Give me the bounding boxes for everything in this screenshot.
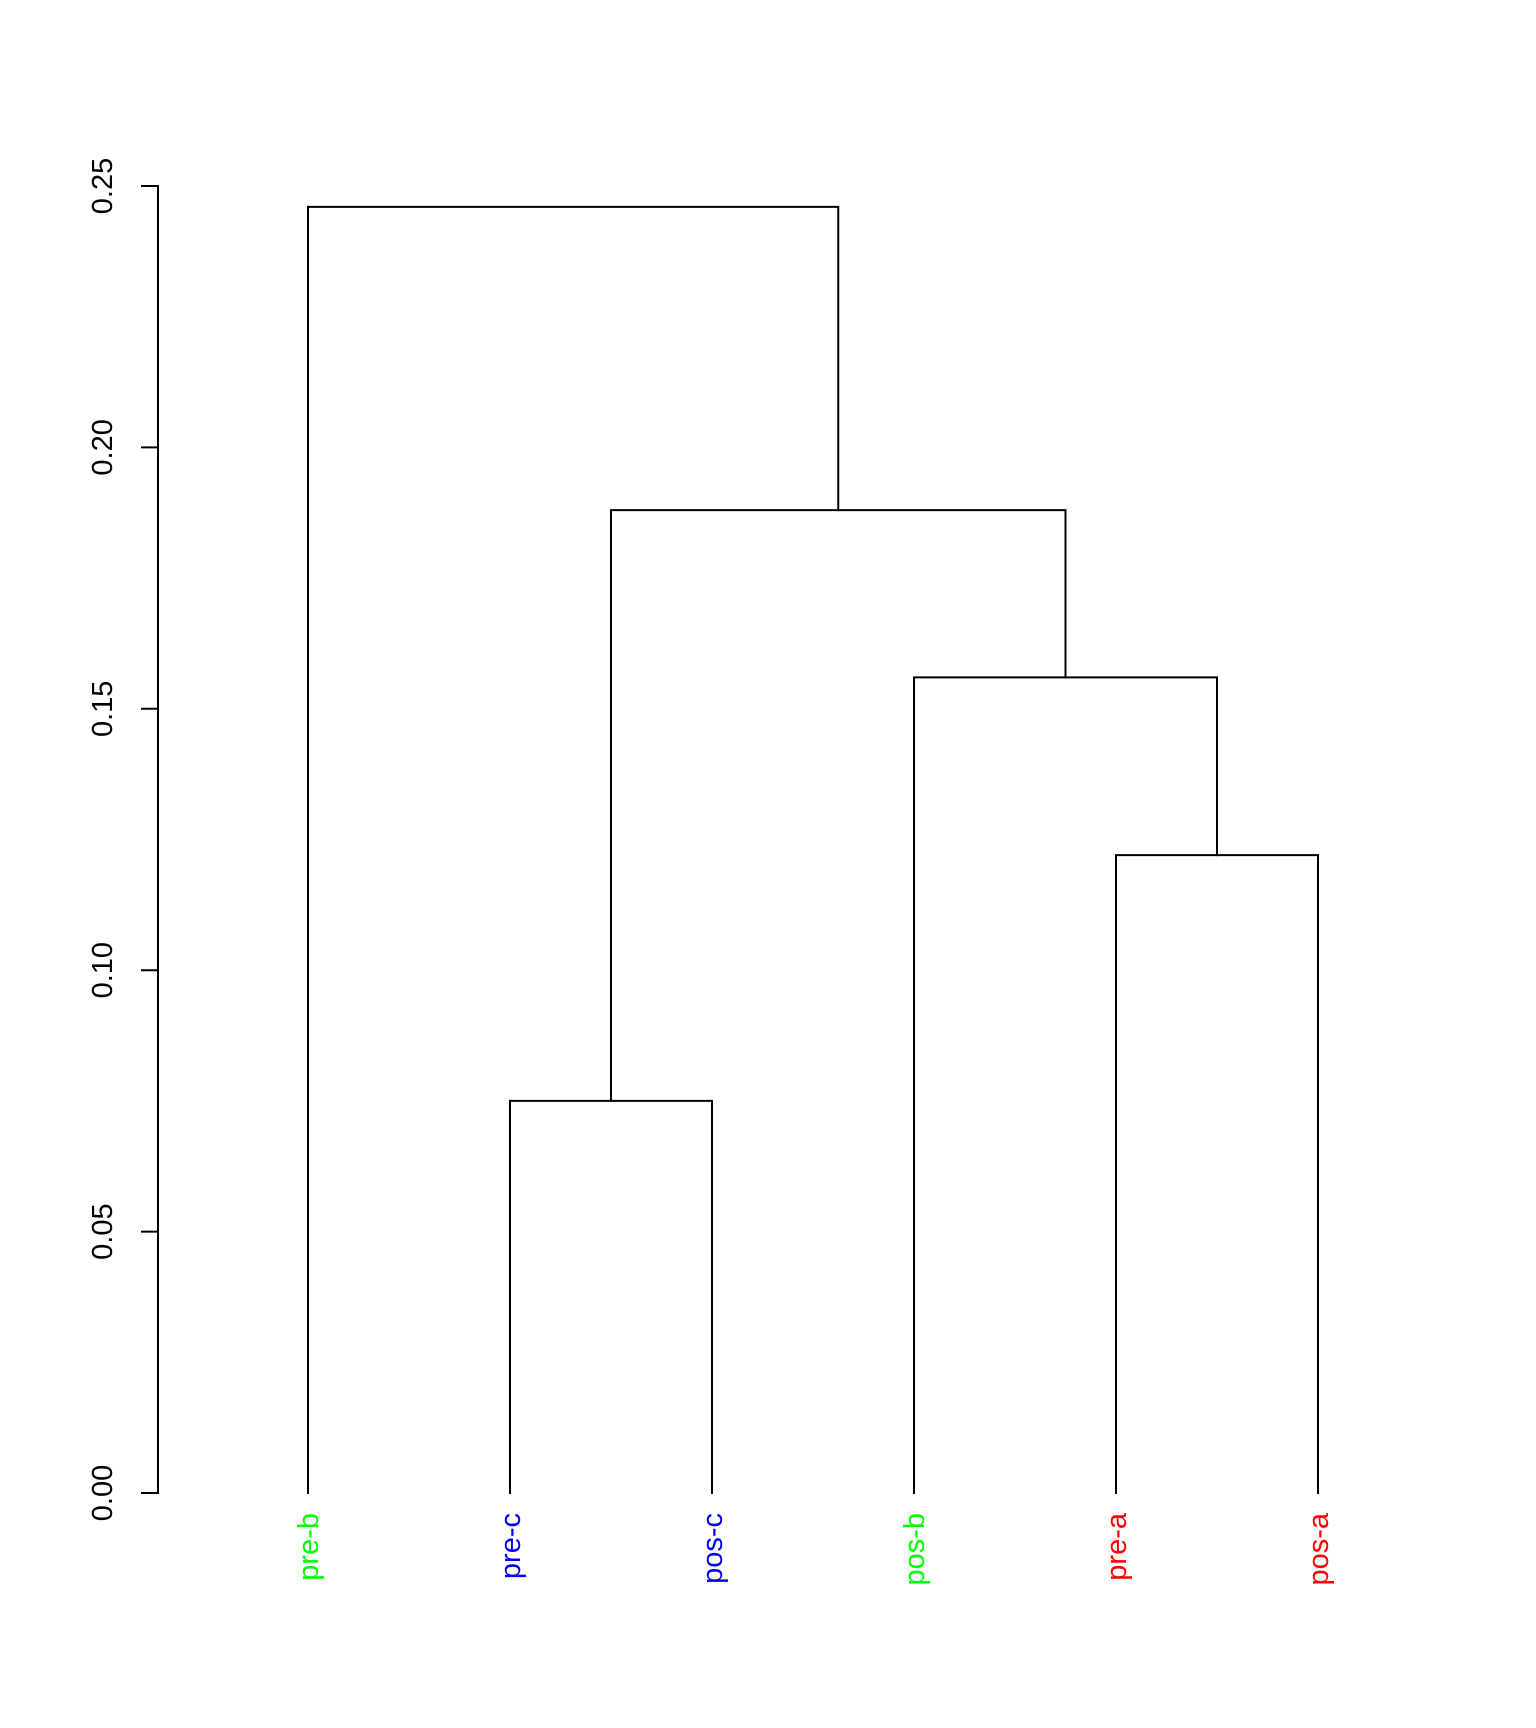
y-axis: 0.00 0.05 0.10 0.15 0.20 0.25 bbox=[87, 158, 159, 1521]
y-tick-label: 0.25 bbox=[87, 158, 119, 214]
leaf-label-pre-c: pre-c bbox=[495, 1513, 527, 1579]
leaf-label-pos-c: pos-c bbox=[697, 1513, 729, 1584]
y-tick-label: 0.10 bbox=[87, 942, 119, 998]
leaf-labels: pre-b pre-c pos-c pos-b pre-a pos-a bbox=[293, 1512, 1335, 1585]
y-tick-label: 0.15 bbox=[87, 681, 119, 737]
leaf-label-pre-b: pre-b bbox=[293, 1513, 325, 1581]
y-tick-label: 0.20 bbox=[87, 419, 119, 475]
dendrogram-branch-1 bbox=[1115, 854, 1319, 1494]
dendrogram-branches bbox=[307, 205, 1319, 1494]
leaf-label-pre-a: pre-a bbox=[1101, 1512, 1133, 1581]
y-axis-ticks: 0.00 0.05 0.10 0.15 0.20 0.25 bbox=[87, 158, 159, 1521]
dendrogram-branch-4 bbox=[307, 205, 840, 1494]
leaf-label-pos-b: pos-b bbox=[899, 1513, 931, 1586]
dendrogram-branch-3 bbox=[610, 509, 1067, 1102]
dendrogram-branch-2 bbox=[913, 676, 1218, 1494]
y-tick-label: 0.00 bbox=[87, 1465, 119, 1521]
y-tick-label: 0.05 bbox=[87, 1203, 119, 1259]
leaf-label-pos-a: pos-a bbox=[1303, 1512, 1335, 1585]
dendrogram-branch-0 bbox=[509, 1099, 713, 1494]
